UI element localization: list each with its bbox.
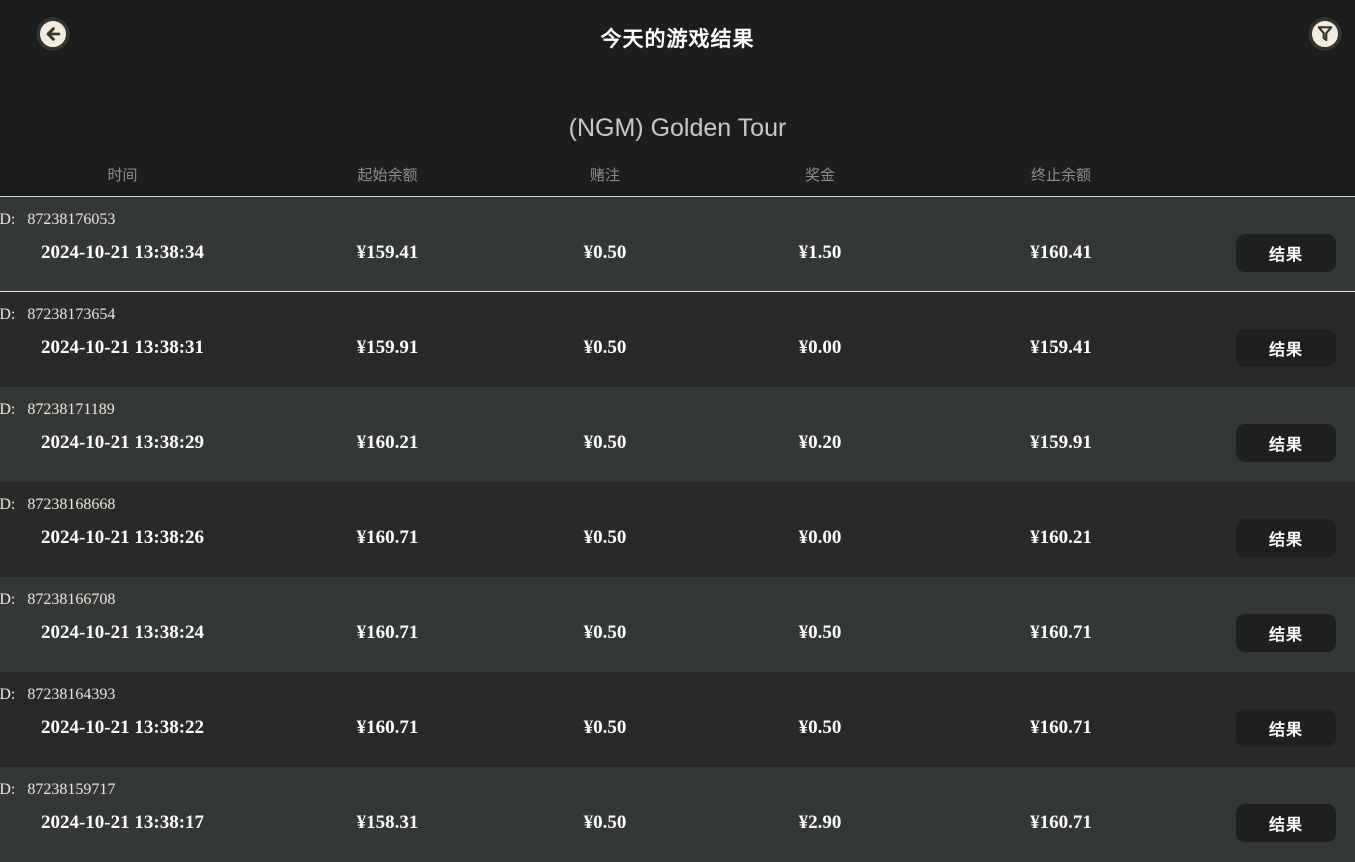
end-balance-cell: ¥159.91 bbox=[1030, 432, 1092, 453]
game-id-label: ID: bbox=[0, 686, 16, 703]
result-button[interactable]: 结果 bbox=[1236, 614, 1336, 652]
game-id-label: ID: bbox=[0, 591, 16, 608]
table-row: ID: 87238168668 2024-10-21 13:38:26 ¥160.… bbox=[0, 482, 1355, 577]
end-balance-cell: ¥160.21 bbox=[1030, 527, 1092, 548]
game-id-label: ID: bbox=[0, 401, 16, 418]
table-row: ID: 87238164393 2024-10-21 13:38:22 ¥160.… bbox=[0, 672, 1355, 767]
bet-cell: ¥0.50 bbox=[583, 527, 627, 548]
bet-cell: ¥0.50 bbox=[583, 622, 627, 643]
bet-cell: ¥0.50 bbox=[583, 432, 627, 453]
table-row: ID: 87238166708 2024-10-21 13:38:24 ¥160.… bbox=[0, 577, 1355, 672]
result-button[interactable]: 结果 bbox=[1236, 804, 1336, 842]
game-name: (NGM) Golden Tour bbox=[568, 114, 787, 142]
game-id-value: 87238168668 bbox=[27, 496, 116, 513]
game-id-line: ID: 87238159717 bbox=[0, 781, 1355, 799]
column-header-time: 时间 bbox=[107, 167, 138, 184]
start-balance-cell: ¥158.31 bbox=[356, 812, 419, 833]
filter-funnel-icon bbox=[1315, 24, 1335, 44]
table-row: ID: 87238176053 2024-10-21 13:38:34 ¥159.… bbox=[0, 197, 1355, 292]
game-id-line: ID: 87238166708 bbox=[0, 591, 1355, 609]
end-balance-cell: ¥160.41 bbox=[1030, 242, 1092, 263]
results-table-header: 时间 起始余额 赌注 奖金 终止余额 bbox=[0, 155, 1355, 197]
game-id-value: 87238173654 bbox=[27, 306, 116, 323]
game-id-value: 87238166708 bbox=[27, 591, 116, 608]
start-balance-cell: ¥160.71 bbox=[356, 717, 419, 738]
time-cell: 2024-10-21 13:38:22 bbox=[40, 717, 205, 738]
column-header-end-balance: 终止余额 bbox=[1030, 167, 1091, 184]
prize-cell: ¥0.20 bbox=[798, 432, 842, 453]
back-arrow-icon bbox=[43, 24, 63, 44]
prize-cell: ¥0.00 bbox=[798, 337, 842, 358]
table-row: ID: 87238173654 2024-10-21 13:38:31 ¥159.… bbox=[0, 292, 1355, 387]
prize-cell: ¥0.50 bbox=[798, 622, 842, 643]
result-button[interactable]: 结果 bbox=[1236, 709, 1336, 747]
game-id-label: ID: bbox=[0, 781, 16, 798]
game-id-value: 87238164393 bbox=[27, 686, 116, 703]
end-balance-cell: ¥160.71 bbox=[1030, 622, 1092, 643]
game-id-line: ID: 87238176053 bbox=[0, 211, 1355, 229]
top-bar: 今天的游戏结果 bbox=[0, 0, 1355, 80]
result-button[interactable]: 结果 bbox=[1236, 424, 1336, 462]
game-id-line: ID: 87238173654 bbox=[0, 306, 1355, 324]
game-id-line: ID: 87238164393 bbox=[0, 686, 1355, 704]
table-row: ID: 87238159717 2024-10-21 13:38:17 ¥158.… bbox=[0, 767, 1355, 862]
bet-cell: ¥0.50 bbox=[583, 812, 627, 833]
table-row: ID: 87238171189 2024-10-21 13:38:29 ¥160.… bbox=[0, 387, 1355, 482]
bet-cell: ¥0.50 bbox=[583, 717, 627, 738]
start-balance-cell: ¥159.91 bbox=[356, 337, 419, 358]
start-balance-cell: ¥160.71 bbox=[356, 622, 419, 643]
start-balance-cell: ¥159.41 bbox=[356, 242, 419, 263]
start-balance-cell: ¥160.21 bbox=[356, 432, 419, 453]
result-button[interactable]: 结果 bbox=[1236, 234, 1336, 272]
bet-cell: ¥0.50 bbox=[583, 242, 627, 263]
column-header-prize: 奖金 bbox=[804, 167, 835, 184]
game-id-label: ID: bbox=[0, 496, 16, 513]
game-id-label: ID: bbox=[0, 306, 16, 323]
start-balance-cell: ¥160.71 bbox=[356, 527, 419, 548]
column-header-start-balance: 起始余额 bbox=[357, 167, 418, 184]
game-id-label: ID: bbox=[0, 211, 16, 228]
time-cell: 2024-10-21 13:38:24 bbox=[40, 622, 205, 643]
game-id-value: 87238159717 bbox=[27, 781, 116, 798]
prize-cell: ¥2.90 bbox=[798, 812, 842, 833]
game-id-value: 87238171189 bbox=[27, 401, 115, 418]
bet-cell: ¥0.50 bbox=[583, 337, 627, 358]
time-cell: 2024-10-21 13:38:34 bbox=[40, 242, 205, 263]
column-header-bet: 赌注 bbox=[589, 167, 620, 184]
game-id-line: ID: 87238168668 bbox=[0, 496, 1355, 514]
result-button[interactable]: 结果 bbox=[1236, 329, 1336, 367]
back-button[interactable] bbox=[36, 17, 70, 51]
results-table-body: ID: 87238176053 2024-10-21 13:38:34 ¥159.… bbox=[0, 197, 1355, 862]
prize-cell: ¥1.50 bbox=[798, 242, 842, 263]
filter-button[interactable] bbox=[1308, 17, 1342, 51]
page-title: 今天的游戏结果 bbox=[600, 28, 755, 51]
game-id-line: ID: 87238171189 bbox=[0, 401, 1355, 419]
end-balance-cell: ¥159.41 bbox=[1030, 337, 1092, 358]
time-cell: 2024-10-21 13:38:29 bbox=[40, 432, 205, 453]
result-button[interactable]: 结果 bbox=[1236, 519, 1336, 557]
end-balance-cell: ¥160.71 bbox=[1030, 812, 1092, 833]
time-cell: 2024-10-21 13:38:17 bbox=[40, 812, 205, 833]
prize-cell: ¥0.50 bbox=[798, 717, 842, 738]
game-id-value: 87238176053 bbox=[27, 211, 116, 228]
prize-cell: ¥0.00 bbox=[798, 527, 842, 548]
time-cell: 2024-10-21 13:38:26 bbox=[40, 527, 205, 548]
time-cell: 2024-10-21 13:38:31 bbox=[40, 337, 205, 358]
end-balance-cell: ¥160.71 bbox=[1030, 717, 1092, 738]
